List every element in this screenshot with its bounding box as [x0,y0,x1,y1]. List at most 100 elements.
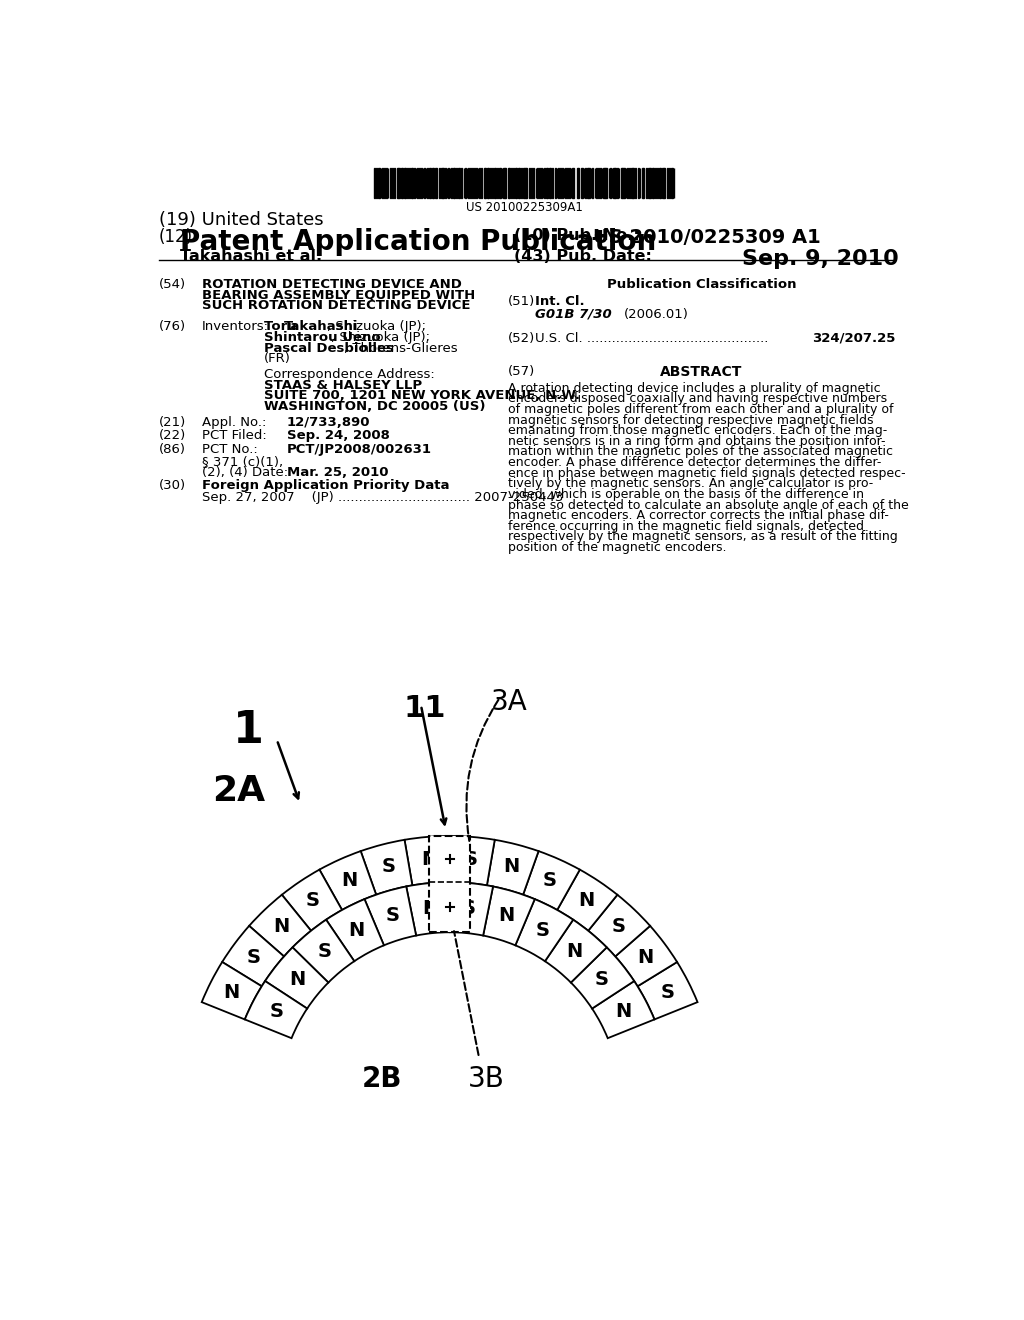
Bar [429,836,470,932]
Bar [398,168,400,198]
Wedge shape [523,851,580,909]
Text: encoder. A phase difference detector determines the differ-: encoder. A phase difference detector det… [508,457,881,469]
Text: Shintarou Ueno: Shintarou Ueno [263,331,380,345]
Bar [613,168,614,198]
Text: PCT Filed:: PCT Filed: [202,429,266,442]
Text: N: N [614,1002,631,1020]
Text: ference occurring in the magnetic field signals, detected: ference occurring in the magnetic field … [508,520,864,533]
Wedge shape [483,887,535,945]
Text: N: N [223,982,240,1002]
Bar [631,168,633,198]
Text: (12): (12) [159,227,194,246]
Text: phase so detected to calculate an absolute angle of each of the: phase so detected to calculate an absolu… [508,499,908,512]
Text: Patent Application Publication: Patent Application Publication [180,227,656,256]
Bar [456,168,458,198]
Text: (10) Pub. No.:: (10) Pub. No.: [514,227,640,243]
Text: Publication Classification: Publication Classification [607,277,797,290]
Text: G01B 7/30: G01B 7/30 [535,308,611,321]
Bar [474,168,475,198]
Text: S: S [536,921,550,940]
Text: BEARING ASSEMBLY EQUIPPED WITH: BEARING ASSEMBLY EQUIPPED WITH [202,289,475,301]
Text: (19) United States: (19) United States [159,211,324,228]
Wedge shape [282,870,342,931]
Bar [623,168,625,198]
Text: 3A: 3A [490,688,527,717]
Text: Sep. 24, 2008: Sep. 24, 2008 [287,429,390,442]
Text: S: S [595,970,608,989]
Wedge shape [202,962,262,1019]
Wedge shape [404,836,450,886]
Text: (43) Pub. Date:: (43) Pub. Date: [514,249,652,264]
Text: (2), (4) Date:: (2), (4) Date: [202,466,288,479]
Text: 11: 11 [403,693,445,722]
Text: Takahashi: Takahashi [284,321,358,333]
Wedge shape [557,870,617,931]
Text: vided, which is operable on the basis of the difference in: vided, which is operable on the basis of… [508,488,864,502]
Bar [494,168,496,198]
Text: A rotation detecting device includes a plurality of magnetic: A rotation detecting device includes a p… [508,381,881,395]
Text: S: S [463,850,477,870]
Text: S: S [306,891,321,909]
Bar [629,168,630,198]
Wedge shape [638,962,697,1019]
Text: 12/733,890: 12/733,890 [287,416,371,429]
Text: position of the magnetic encoders.: position of the magnetic encoders. [508,541,726,554]
Bar [470,168,471,198]
Text: Mar. 25, 2010: Mar. 25, 2010 [287,466,388,479]
Text: STAAS & HALSEY LLP: STAAS & HALSEY LLP [263,379,422,392]
Text: SUITE 700, 1201 NEW YORK AVENUE, N.W.: SUITE 700, 1201 NEW YORK AVENUE, N.W. [263,389,580,403]
Text: N: N [272,917,289,936]
Text: , Shizuoka (JP);: , Shizuoka (JP); [331,331,430,345]
Text: U.S. Cl. ............................................: U.S. Cl. ...............................… [535,331,768,345]
Wedge shape [326,899,384,961]
Text: US 20100225309A1: US 20100225309A1 [466,201,584,214]
Text: § 371 (c)(1),: § 371 (c)(1), [202,455,283,467]
Bar [648,168,649,198]
Text: 3B: 3B [467,1065,505,1093]
Wedge shape [450,882,493,936]
Wedge shape [450,836,495,886]
Text: N: N [499,907,515,925]
Text: N: N [348,921,365,940]
Text: N: N [566,942,583,961]
Bar [391,168,393,198]
Text: Toru: Toru [263,321,301,333]
Text: (21): (21) [159,416,186,429]
Text: ROTATION DETECTING DEVICE AND: ROTATION DETECTING DEVICE AND [202,277,462,290]
Text: Sep. 27, 2007    (JP) ................................ 2007-250443: Sep. 27, 2007 (JP) .....................… [202,491,563,504]
Wedge shape [245,981,307,1039]
Text: (76): (76) [159,321,186,333]
Bar [438,168,440,198]
Text: S: S [543,871,557,890]
Text: Correspondence Address:: Correspondence Address: [263,368,434,381]
Bar [429,168,431,198]
Text: (22): (22) [159,429,186,442]
Text: N: N [290,970,306,989]
Bar [441,168,442,198]
Wedge shape [486,840,539,895]
Text: Int. Cl.: Int. Cl. [535,296,585,309]
Text: encoders disposed coaxially and having respective numbers: encoders disposed coaxially and having r… [508,392,887,405]
Text: S: S [462,899,476,917]
Text: 1: 1 [232,709,263,752]
Text: (57): (57) [508,364,535,378]
Wedge shape [588,895,650,957]
Bar [662,168,664,198]
Bar [458,168,460,198]
Text: N: N [422,899,438,917]
Wedge shape [615,925,677,986]
Bar [552,168,554,198]
Text: Inventors:: Inventors: [202,321,268,333]
Text: WASHINGTON, DC 20005 (US): WASHINGTON, DC 20005 (US) [263,400,485,413]
Text: of magnetic poles different from each other and a plurality of: of magnetic poles different from each ot… [508,403,893,416]
Text: S: S [611,917,626,936]
Text: Appl. No.:: Appl. No.: [202,416,266,429]
Text: magnetic encoders. A corrector corrects the initial phase dif-: magnetic encoders. A corrector corrects … [508,510,889,523]
Text: , Thorens-Glieres: , Thorens-Glieres [344,342,458,355]
Bar [603,168,604,198]
Text: 2B: 2B [362,1065,402,1093]
Text: N: N [503,858,519,876]
Text: Foreign Application Priority Data: Foreign Application Priority Data [202,479,450,492]
Bar [528,168,530,198]
Bar [523,168,525,198]
